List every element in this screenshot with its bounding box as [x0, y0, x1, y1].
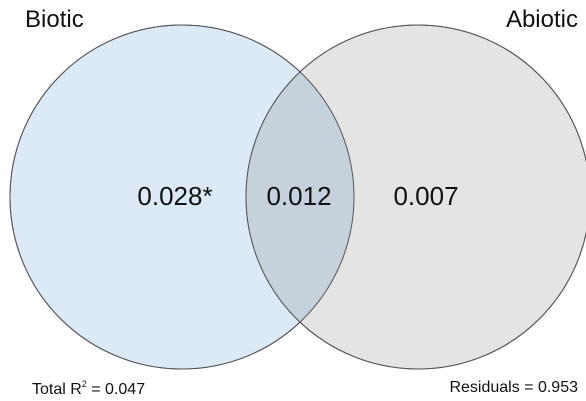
total-r2-text: Total R2 = 0.047: [32, 379, 145, 399]
residuals-text: Residuals = 0.953: [449, 379, 578, 396]
biotic-circle-outline: [9, 24, 355, 370]
abiotic-circle-outline: [245, 24, 586, 370]
total-r2-superscript: 2: [81, 379, 87, 389]
biotic-only-value: 0.028*: [137, 181, 213, 211]
abiotic-label: Abiotic: [505, 6, 578, 33]
total-r2-prefix: Total R: [32, 381, 82, 398]
biotic-label: Biotic: [25, 6, 84, 33]
abiotic-only-value: 0.007: [393, 181, 459, 211]
shared-value: 0.012: [266, 181, 332, 211]
total-r2-value: = 0.047: [86, 381, 146, 398]
